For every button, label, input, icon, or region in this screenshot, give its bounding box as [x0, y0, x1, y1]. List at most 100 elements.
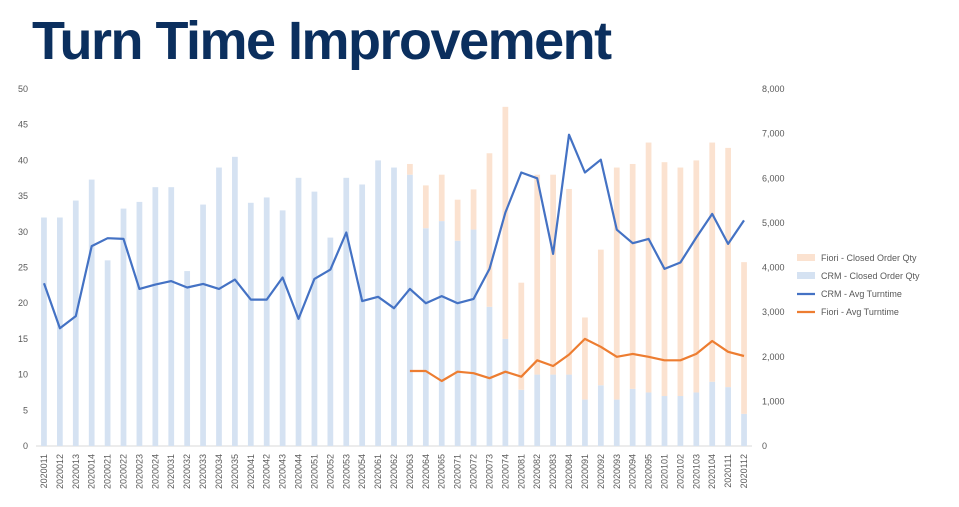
bar-crm-closed-order-qty: [486, 306, 493, 446]
bar-fiori-closed-order-qty: [518, 282, 525, 390]
x-axis-tick-label: 2020033: [198, 454, 208, 489]
bar-crm-closed-order-qty: [550, 374, 556, 446]
bar-crm-closed-order-qty: [693, 392, 700, 446]
left-axis-tick-label: 5: [23, 405, 28, 415]
x-axis-tick-label: 2020083: [548, 454, 558, 489]
bar-crm-closed-order-qty: [629, 388, 636, 446]
bar-fiori-closed-order-qty: [486, 153, 493, 307]
x-axis-tick-label: 2020021: [103, 454, 113, 489]
x-axis-tick-label: 2020104: [707, 454, 717, 489]
bar-crm-closed-order-qty: [661, 396, 668, 446]
bar-crm-closed-order-qty: [645, 392, 652, 446]
bar-crm-closed-order-qty: [518, 389, 525, 446]
right-axis-tick-label: 5,000: [762, 218, 785, 228]
left-axis-tick-label: 20: [18, 298, 28, 308]
line-crm-avg-turntime: [42, 133, 745, 330]
page-title: Turn Time Improvement: [32, 11, 612, 71]
bar-crm-closed-order-qty: [709, 381, 716, 446]
bar-crm-closed-order-qty: [247, 202, 254, 446]
x-axis-tick-label: 2020012: [55, 454, 65, 489]
bar-crm-closed-order-qty: [359, 184, 366, 446]
x-axis-tick-label: 2020031: [166, 454, 176, 489]
bar-crm-closed-order-qty: [168, 187, 175, 447]
x-axis-tick-label: 2020073: [484, 454, 494, 489]
bar-crm-closed-order-qty: [375, 160, 381, 446]
legend-crm-closed-order-qty-swatch: [797, 272, 815, 279]
bar-crm-closed-order-qty: [57, 217, 63, 446]
bar-crm-closed-order-qty: [534, 374, 541, 446]
x-axis-tick-label: 2020051: [309, 454, 319, 489]
x-axis-tick-label: 2020071: [453, 454, 463, 489]
bar-crm-closed-order-qty: [741, 413, 747, 446]
bar-fiori-closed-order-qty: [534, 174, 541, 375]
bar-crm-closed-order-qty: [88, 179, 95, 446]
x-axis-tick-label: 2020095: [644, 454, 654, 489]
bar-crm-closed-order-qty: [216, 167, 222, 447]
bar-fiori-closed-order-qty: [725, 147, 731, 388]
x-axis-tick-label: 2020035: [230, 454, 240, 489]
bar-fiori-closed-order-qty: [454, 199, 461, 241]
x-axis-tick-label: 2020091: [580, 454, 590, 489]
left-axis-tick-label: 50: [18, 84, 28, 94]
bar-fiori-closed-order-qty: [661, 162, 668, 397]
bar-crm-closed-order-qty: [41, 217, 47, 446]
right-axis-tick-label: 3,000: [762, 307, 785, 317]
x-axis-tick-label: 2020064: [421, 454, 431, 489]
bar-crm-closed-order-qty: [152, 187, 159, 447]
bar-fiori-closed-order-qty: [645, 142, 652, 393]
bar-crm-closed-order-qty: [279, 210, 286, 446]
bar-fiori-closed-order-qty: [613, 167, 620, 400]
x-axis-tick-label: 2020084: [564, 454, 574, 489]
left-axis-tick-label: 35: [18, 191, 28, 201]
bar-crm-closed-order-qty: [725, 387, 731, 446]
x-axis-tick-label: 2020041: [246, 454, 256, 489]
bar-crm-closed-order-qty: [566, 374, 572, 446]
legend-fiori-closed-order-qty-label: Fiori - Closed Order Qty: [821, 253, 917, 263]
bar-fiori-closed-order-qty: [741, 262, 747, 414]
bar-fiori-closed-order-qty: [597, 249, 604, 386]
x-axis-tick-label: 2020052: [325, 454, 335, 489]
left-axis-tick-label: 40: [18, 155, 28, 165]
lines: [42, 133, 745, 383]
x-axis-tick-label: 2020011: [39, 454, 49, 488]
x-axis-tick-label: 2020081: [516, 454, 526, 489]
bar-crm-closed-order-qty: [677, 396, 684, 446]
x-axis-tick-label: 2020013: [71, 454, 81, 489]
left-axis-tick-label: 30: [18, 227, 28, 237]
right-axis-tick-label: 7,000: [762, 129, 785, 139]
x-axis-tick-label: 2020072: [469, 454, 479, 489]
x-axis: 2020011 2020012 2020013 2020014 2020021 20200…: [36, 445, 752, 489]
bar-crm-closed-order-qty: [72, 200, 79, 446]
x-axis-tick-label: 2020111: [723, 454, 733, 488]
x-axis-tick-label: 2020063: [405, 454, 415, 489]
right-axis-tick-label: 4,000: [762, 263, 785, 273]
right-axis-tick-label: 8,000: [762, 84, 785, 94]
bar-crm-closed-order-qty: [454, 240, 461, 446]
bar-fiori-closed-order-qty: [550, 174, 556, 375]
bar-crm-closed-order-qty: [184, 271, 191, 446]
x-axis-tick-label: 2020032: [182, 454, 192, 489]
legend: Fiori - Closed Order Qty CRM - Closed Ord…: [797, 253, 920, 317]
bar-crm-closed-order-qty: [613, 399, 620, 446]
bar-fiori-closed-order-qty: [709, 142, 716, 382]
x-axis-tick-label: 2020014: [87, 454, 97, 489]
bar-fiori-closed-order-qty: [407, 163, 413, 175]
right-axis-tick-label: 0: [762, 441, 767, 451]
right-axis-tick-label: 6,000: [762, 173, 785, 183]
left-axis-tick-label: 10: [18, 370, 28, 380]
bar-crm-closed-order-qty: [311, 191, 318, 446]
bar-fiori-closed-order-qty: [693, 160, 700, 393]
left-axis: 0 5 10 15 20 25 30 35 40 45 50: [18, 84, 28, 451]
x-axis-tick-label: 2020023: [134, 454, 144, 489]
bar-crm-closed-order-qty: [407, 174, 413, 446]
right-axis: 0 1,000 2,000 3,000 4,000 5,000 6,000 7,000 8,00…: [762, 84, 785, 451]
bar-crm-closed-order-qty: [422, 228, 429, 446]
bar-fiori-closed-order-qty: [438, 174, 445, 222]
bar-crm-closed-order-qty: [343, 177, 350, 446]
x-axis-tick-label: 2020043: [278, 454, 288, 489]
bar-fiori-closed-order-qty: [470, 189, 477, 230]
x-axis-tick-label: 2020112: [739, 454, 749, 488]
x-axis-tick-label: 2020093: [612, 454, 622, 489]
bar-crm-closed-order-qty: [263, 197, 270, 446]
right-axis-tick-label: 1,000: [762, 396, 785, 406]
